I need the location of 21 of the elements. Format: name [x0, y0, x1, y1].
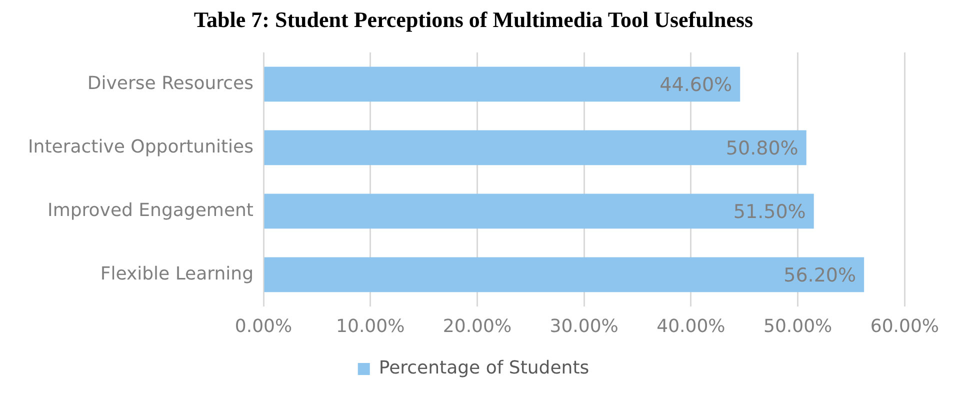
x-tick-label: 30.00%	[550, 316, 618, 337]
x-tick-label: 40.00%	[656, 316, 726, 337]
data-label: 56.20%	[784, 264, 856, 287]
data-label: 50.80%	[726, 138, 798, 160]
chart-title: Table 7: Student Perceptions of Multimedia Tool Usefulness	[194, 6, 754, 32]
x-tick-label: 50.00%	[764, 316, 832, 337]
bar	[264, 130, 806, 166]
x-tick-label: 60.00%	[870, 316, 940, 337]
bar	[264, 194, 814, 229]
y-tick-label: Improved Engagement	[48, 200, 254, 221]
data-label: 44.60%	[660, 74, 732, 96]
y-tick-label: Flexible Learning	[100, 263, 254, 284]
x-tick-label: 20.00%	[442, 316, 512, 337]
data-label: 51.50%	[733, 201, 806, 224]
bar	[264, 66, 740, 102]
x-tick-label: 0.00%	[234, 316, 292, 337]
x-tick-label: 10.00%	[336, 316, 405, 337]
bar	[264, 257, 864, 292]
y-tick-label: Interactive Opportunities	[28, 136, 254, 158]
legend-label: Percentage of Students	[378, 358, 590, 379]
y-tick-label: Diverse Resources	[87, 72, 254, 94]
